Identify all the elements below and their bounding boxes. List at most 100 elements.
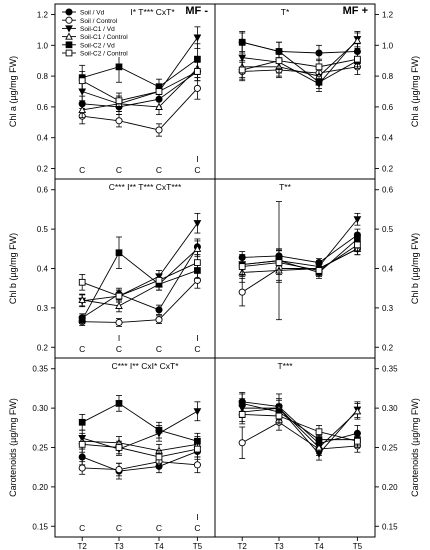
series-line [81, 71, 198, 102]
significance-letter: C [156, 165, 162, 175]
y-axis-label-right: Chl b (µg/mg FW) [410, 233, 420, 304]
significance-letter: I [118, 333, 120, 343]
significance-letter: C [79, 165, 85, 175]
series-line [242, 238, 358, 273]
y-tick-label-right: 0.4 [382, 134, 394, 143]
series-line [242, 41, 358, 83]
y-tick-label-right: 0.3 [382, 304, 394, 313]
legend-label: Soil / Control [80, 18, 118, 25]
data-point [194, 68, 201, 75]
data-point [315, 63, 323, 71]
legend-label: Soil-C1 / Control [80, 34, 128, 41]
y-tick-label-left: 0.8 [37, 72, 49, 81]
data-point [78, 453, 86, 461]
series-line [81, 402, 198, 442]
data-point [194, 259, 201, 266]
stats-annotation: C*** I** CxI* CxT* [111, 361, 179, 371]
data-point [115, 400, 123, 407]
series-line [82, 410, 198, 450]
data-point [193, 220, 202, 228]
x-tick-label: T5 [353, 542, 363, 550]
data-point [78, 77, 86, 85]
y-tick-label-left: 1.0 [37, 41, 49, 50]
series-line [82, 58, 198, 88]
data-point [238, 66, 246, 74]
x-tick-label: T5 [193, 542, 203, 550]
stats-annotation: C*** I** T*** CxT*** [109, 182, 182, 192]
y-tick-label-left: 0.6 [37, 103, 49, 112]
x-tick-label: T3 [274, 542, 284, 550]
data-point [78, 295, 87, 304]
series-line [82, 37, 198, 105]
series-line [242, 244, 358, 271]
y-tick-label-left: 0.35 [32, 365, 48, 374]
stats-annotation: C** I* T*** CxT* [115, 7, 175, 17]
y-tick-label-right: 0.5 [382, 225, 394, 234]
stats-annotation: T* [281, 7, 290, 17]
data-point [115, 301, 123, 309]
x-tick-label: T4 [154, 542, 164, 550]
data-point [193, 84, 201, 92]
y-tick-label-right: 1.0 [382, 41, 394, 50]
x-tick-label: T2 [78, 542, 88, 550]
series-line [82, 68, 198, 111]
y-tick-label-left: 0.5 [37, 225, 49, 234]
series-line [241, 421, 358, 450]
data-point [238, 439, 246, 447]
data-point [155, 453, 163, 461]
y-tick-label-right: 0.4 [382, 265, 394, 274]
series-line [242, 41, 358, 54]
significance-letter: C [116, 165, 122, 175]
legend-label: Soil-C2 / Control [80, 51, 128, 58]
significance-letter: C [79, 344, 85, 354]
column-title-mf-plus: MF + [343, 5, 368, 17]
x-tick-label: T3 [114, 542, 124, 550]
x-tick-label: T2 [238, 542, 248, 550]
significance-letter: I [196, 512, 198, 522]
series-line [242, 407, 358, 449]
y-axis-label-right: Chl a (µg/mg FW) [410, 56, 420, 127]
data-point [354, 437, 361, 445]
data-point [315, 443, 323, 451]
data-point [115, 466, 123, 474]
series-line [82, 461, 198, 471]
data-point [115, 444, 123, 451]
legend-marker [65, 16, 73, 24]
y-tick-label-right: 0.2 [382, 165, 394, 174]
x-tick-label: T4 [314, 542, 324, 550]
data-point [238, 411, 246, 418]
series-line [242, 38, 358, 85]
y-axis-label-left: Chl a (µg/mg FW) [8, 56, 18, 127]
data-point [193, 461, 201, 469]
y-tick-label-right: 0.35 [382, 365, 398, 374]
y-tick-label-left: 0.2 [37, 165, 49, 174]
significance-letter: C [116, 344, 122, 354]
y-axis-label-left: Carotenoids (µg/mg FW) [8, 398, 18, 497]
series-line [242, 248, 358, 273]
series-line [82, 248, 198, 307]
series-line [81, 246, 198, 319]
y-tick-label-left: 0.25 [32, 444, 48, 453]
y-tick-label-right: 1.2 [382, 11, 394, 20]
data-point [155, 306, 163, 314]
y-tick-label-right: 0.25 [382, 444, 398, 453]
legend-marker [65, 41, 73, 49]
data-point [353, 407, 362, 415]
series-line [81, 252, 198, 320]
y-tick-label-left: 1.2 [37, 11, 49, 20]
significance-letter: C [79, 523, 85, 533]
y-axis-label-right: Carotenoids (µg/mg FW) [410, 398, 420, 497]
y-tick-label-left: 0.2 [37, 343, 49, 352]
data-point [78, 418, 86, 426]
y-tick-label-right: 0.6 [382, 103, 394, 112]
significance-letter: I [196, 154, 198, 164]
series-line [242, 413, 358, 442]
data-point [238, 263, 246, 270]
data-point [193, 244, 202, 252]
data-point [78, 464, 86, 472]
stats-annotation: T*** [277, 361, 293, 371]
data-point [353, 36, 362, 44]
series-line [242, 40, 358, 77]
data-point [315, 428, 323, 436]
y-tick-label-left: 0.20 [32, 483, 48, 492]
